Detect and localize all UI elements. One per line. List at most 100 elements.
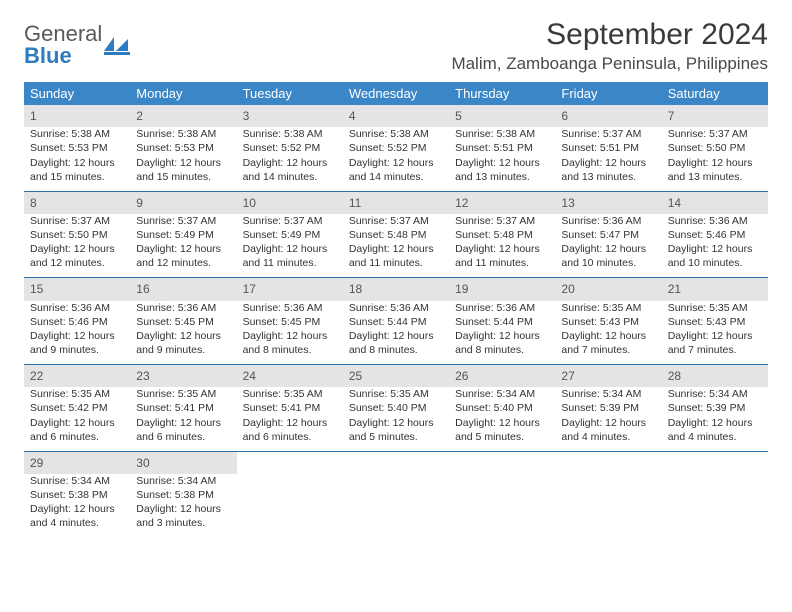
day-number: 11 — [343, 191, 449, 214]
day-number: 13 — [555, 191, 661, 214]
day-cell-line: Sunrise: 5:38 AM — [136, 127, 230, 141]
day-cell-line: Daylight: 12 hours — [668, 242, 762, 256]
day-header: Monday — [130, 82, 236, 105]
day-cell-line: Sunrise: 5:36 AM — [30, 301, 124, 315]
logo: General Blue — [24, 18, 130, 68]
day-cell-line: Sunset: 5:41 PM — [243, 401, 337, 415]
day-cell-line: and 11 minutes. — [243, 256, 337, 270]
day-number: 3 — [237, 105, 343, 127]
day-cell-line: Daylight: 12 hours — [349, 156, 443, 170]
day-cell-line: Sunrise: 5:36 AM — [349, 301, 443, 315]
day-cell-line: Sunset: 5:52 PM — [349, 141, 443, 155]
day-cell: Sunrise: 5:35 AMSunset: 5:41 PMDaylight:… — [237, 387, 343, 451]
day-cell — [237, 474, 343, 538]
day-cell-line: Sunset: 5:43 PM — [668, 315, 762, 329]
day-cell-line: Sunrise: 5:35 AM — [349, 387, 443, 401]
day-cell: Sunrise: 5:38 AMSunset: 5:51 PMDaylight:… — [449, 127, 555, 191]
day-cell-line: Sunset: 5:47 PM — [561, 228, 655, 242]
day-cell-line: Sunset: 5:39 PM — [668, 401, 762, 415]
day-cell-line: and 7 minutes. — [561, 343, 655, 357]
day-cell: Sunrise: 5:34 AMSunset: 5:38 PMDaylight:… — [24, 474, 130, 538]
day-cell: Sunrise: 5:37 AMSunset: 5:48 PMDaylight:… — [449, 214, 555, 278]
day-cell-line: Daylight: 12 hours — [668, 416, 762, 430]
logo-word2: Blue — [24, 43, 72, 68]
day-cell — [343, 474, 449, 538]
day-cell: Sunrise: 5:37 AMSunset: 5:50 PMDaylight:… — [662, 127, 768, 191]
day-number: 9 — [130, 191, 236, 214]
day-cell-line: and 8 minutes. — [349, 343, 443, 357]
day-number: 5 — [449, 105, 555, 127]
day-cell-line: Sunset: 5:53 PM — [30, 141, 124, 155]
day-number — [555, 451, 661, 474]
day-cell: Sunrise: 5:36 AMSunset: 5:45 PMDaylight:… — [130, 301, 236, 365]
day-number: 14 — [662, 191, 768, 214]
day-cell-line: Sunset: 5:42 PM — [30, 401, 124, 415]
day-cell: Sunrise: 5:38 AMSunset: 5:53 PMDaylight:… — [130, 127, 236, 191]
day-cell-line: Sunset: 5:49 PM — [243, 228, 337, 242]
day-cell-line: and 11 minutes. — [349, 256, 443, 270]
day-cell: Sunrise: 5:36 AMSunset: 5:46 PMDaylight:… — [662, 214, 768, 278]
day-number-row: 2930 — [24, 451, 768, 474]
day-cell-line: Daylight: 12 hours — [136, 156, 230, 170]
day-cell-line: and 11 minutes. — [455, 256, 549, 270]
day-cell-line: Sunrise: 5:34 AM — [668, 387, 762, 401]
month-title: September 2024 — [451, 18, 768, 52]
day-cell-line: Daylight: 12 hours — [243, 416, 337, 430]
day-cell-line: Sunrise: 5:36 AM — [668, 214, 762, 228]
day-cell-line: Sunrise: 5:37 AM — [243, 214, 337, 228]
day-number — [237, 451, 343, 474]
day-cell-line: and 4 minutes. — [561, 430, 655, 444]
day-cell-line: and 14 minutes. — [349, 170, 443, 184]
day-number: 6 — [555, 105, 661, 127]
day-cell-line: Sunset: 5:43 PM — [561, 315, 655, 329]
day-cell-line: Daylight: 12 hours — [243, 242, 337, 256]
day-cell-line: Daylight: 12 hours — [136, 416, 230, 430]
day-number-row: 22232425262728 — [24, 365, 768, 388]
day-cell — [555, 474, 661, 538]
day-cell: Sunrise: 5:35 AMSunset: 5:43 PMDaylight:… — [662, 301, 768, 365]
day-cell-line: Daylight: 12 hours — [136, 242, 230, 256]
day-content-row: Sunrise: 5:35 AMSunset: 5:42 PMDaylight:… — [24, 387, 768, 451]
day-cell-line: Sunset: 5:38 PM — [136, 488, 230, 502]
day-cell: Sunrise: 5:34 AMSunset: 5:39 PMDaylight:… — [662, 387, 768, 451]
day-cell-line: Daylight: 12 hours — [136, 502, 230, 516]
day-cell: Sunrise: 5:34 AMSunset: 5:38 PMDaylight:… — [130, 474, 236, 538]
day-cell-line: Sunset: 5:40 PM — [455, 401, 549, 415]
day-cell-line: Daylight: 12 hours — [243, 329, 337, 343]
day-cell-line: Sunrise: 5:37 AM — [136, 214, 230, 228]
day-header-row: Sunday Monday Tuesday Wednesday Thursday… — [24, 82, 768, 105]
day-content-row: Sunrise: 5:34 AMSunset: 5:38 PMDaylight:… — [24, 474, 768, 538]
day-cell-line: Sunrise: 5:38 AM — [455, 127, 549, 141]
day-cell-line: and 8 minutes. — [455, 343, 549, 357]
day-cell-line: Sunrise: 5:36 AM — [455, 301, 549, 315]
day-content-row: Sunrise: 5:36 AMSunset: 5:46 PMDaylight:… — [24, 301, 768, 365]
day-number — [662, 451, 768, 474]
day-cell-line: Sunset: 5:46 PM — [668, 228, 762, 242]
day-cell-line: Sunrise: 5:35 AM — [243, 387, 337, 401]
day-cell — [449, 474, 555, 538]
day-cell-line: Daylight: 12 hours — [243, 156, 337, 170]
day-cell-line: Sunrise: 5:34 AM — [561, 387, 655, 401]
day-cell-line: Sunset: 5:44 PM — [349, 315, 443, 329]
logo-text: General Blue — [24, 24, 102, 68]
day-cell-line: Sunrise: 5:37 AM — [561, 127, 655, 141]
day-cell-line: and 6 minutes. — [136, 430, 230, 444]
day-cell-line: Sunrise: 5:35 AM — [136, 387, 230, 401]
day-cell-line: Sunrise: 5:34 AM — [455, 387, 549, 401]
day-cell-line: Sunset: 5:50 PM — [668, 141, 762, 155]
day-cell-line: Sunrise: 5:35 AM — [30, 387, 124, 401]
day-header: Tuesday — [237, 82, 343, 105]
day-cell-line: Daylight: 12 hours — [561, 156, 655, 170]
day-cell-line: Sunset: 5:48 PM — [455, 228, 549, 242]
day-cell-line: Sunrise: 5:37 AM — [455, 214, 549, 228]
day-cell-line: Sunset: 5:52 PM — [243, 141, 337, 155]
day-number: 1 — [24, 105, 130, 127]
day-cell-line: Sunset: 5:50 PM — [30, 228, 124, 242]
day-cell-line: Daylight: 12 hours — [668, 329, 762, 343]
day-cell-line: Sunrise: 5:36 AM — [561, 214, 655, 228]
day-number: 4 — [343, 105, 449, 127]
day-number: 8 — [24, 191, 130, 214]
day-number — [343, 451, 449, 474]
day-header: Saturday — [662, 82, 768, 105]
day-cell-line: Daylight: 12 hours — [455, 242, 549, 256]
